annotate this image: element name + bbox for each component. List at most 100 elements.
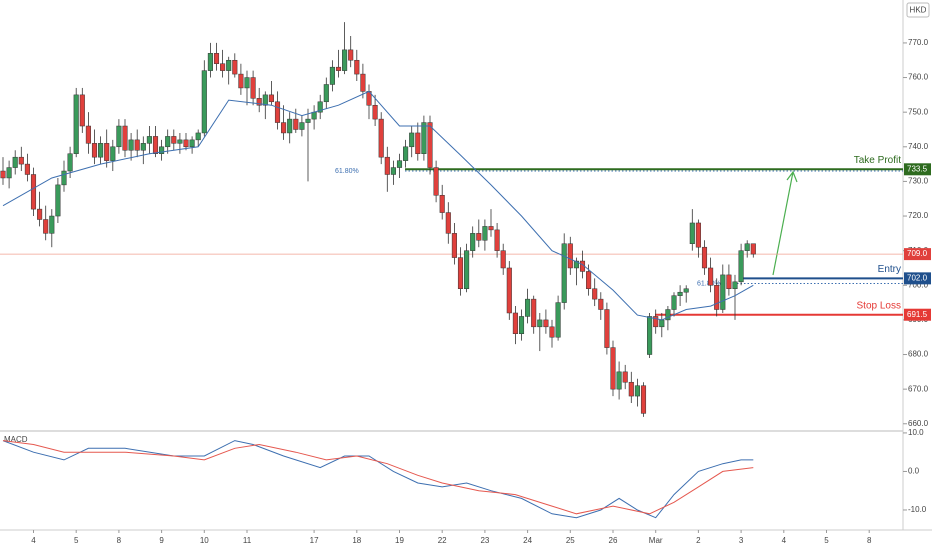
candle-body xyxy=(451,233,457,258)
candle-body xyxy=(457,257,464,289)
candle-body xyxy=(421,122,427,154)
candle-body xyxy=(732,281,738,289)
x-tick-label: 2 xyxy=(696,536,701,545)
candle-body xyxy=(616,371,622,390)
macd-line xyxy=(2,440,754,515)
candle-body xyxy=(354,59,360,75)
candle-body xyxy=(622,371,628,383)
candle-body xyxy=(604,309,610,348)
candle-body xyxy=(335,66,342,71)
candle-body xyxy=(18,156,24,165)
candle-body xyxy=(159,146,165,154)
candle-body xyxy=(189,139,195,148)
candle-body xyxy=(244,77,250,89)
candle-body xyxy=(104,143,110,161)
x-tick-label: 19 xyxy=(395,536,404,545)
candle-body xyxy=(183,139,189,148)
candle-body xyxy=(512,312,518,335)
candle-body xyxy=(140,143,146,151)
candle-body xyxy=(384,156,390,175)
y-tick-label: 660.0 xyxy=(908,419,929,428)
candle-body xyxy=(299,122,305,130)
candle-body xyxy=(500,250,506,269)
candle-body xyxy=(128,139,134,151)
candle-body xyxy=(586,271,592,289)
candle-body xyxy=(238,73,244,89)
candle-body xyxy=(653,316,659,328)
candle-body xyxy=(470,233,476,251)
x-tick-label: 23 xyxy=(480,536,489,545)
candle-body xyxy=(390,167,396,175)
candle-body xyxy=(91,143,98,158)
x-tick-label: 3 xyxy=(739,536,744,545)
candle-body xyxy=(396,160,403,168)
candle-body xyxy=(342,49,348,71)
candle-body xyxy=(250,77,256,99)
candle-body xyxy=(207,53,213,71)
candle-body xyxy=(274,101,281,123)
candle-body xyxy=(415,132,421,154)
candle-body xyxy=(201,70,207,134)
x-tick-label: 4 xyxy=(782,536,787,545)
candle-body xyxy=(73,94,79,154)
candle-body xyxy=(708,267,714,286)
candle-body xyxy=(738,250,744,283)
candle-body xyxy=(30,174,37,210)
candle-body xyxy=(37,208,43,220)
candle-body xyxy=(628,381,634,397)
candle-body xyxy=(701,246,708,269)
candle-body xyxy=(110,146,116,161)
candle-body xyxy=(592,288,598,300)
candle-body xyxy=(287,118,293,134)
candle-body xyxy=(49,215,55,234)
y-tick-label: 670.0 xyxy=(908,384,929,393)
candle-body xyxy=(98,143,104,158)
candle-body xyxy=(744,243,750,251)
candle-body xyxy=(488,226,494,231)
candle-body xyxy=(598,298,604,310)
candle-body xyxy=(403,146,409,161)
candle-body xyxy=(573,260,579,269)
level-value: 733.5 xyxy=(907,164,928,173)
level-box xyxy=(904,163,931,176)
candle-body xyxy=(262,94,268,106)
macd-y-tick-label: -10.0 xyxy=(908,505,927,514)
level-value: 702.0 xyxy=(907,273,928,282)
level-name: Stop Loss xyxy=(857,300,901,311)
level-name: Take Profit xyxy=(854,155,901,166)
macd-title: MACD xyxy=(4,435,28,444)
candle-body xyxy=(378,118,384,158)
candle-body xyxy=(220,63,226,71)
y-tick-label: 740.0 xyxy=(908,142,929,151)
candle-body xyxy=(177,139,183,144)
candle-body xyxy=(311,111,317,120)
moving-average xyxy=(2,90,754,321)
x-tick-label: 22 xyxy=(438,536,447,545)
currency: HKD xyxy=(910,6,927,15)
candle-body xyxy=(0,170,6,179)
candle-body xyxy=(695,222,701,248)
level-name: Entry xyxy=(878,264,901,275)
currency-box[interactable] xyxy=(906,2,930,18)
candle-body xyxy=(134,139,140,151)
candle-body xyxy=(305,118,311,123)
candle-body xyxy=(647,316,653,355)
candle-body xyxy=(116,125,122,148)
candle-body xyxy=(427,122,433,168)
x-tick-label: 5 xyxy=(824,536,829,545)
x-tick-label: 10 xyxy=(200,536,209,545)
x-tick-label: 8 xyxy=(117,536,122,545)
candle-body xyxy=(518,316,525,335)
candle-body xyxy=(213,53,220,64)
candle-body xyxy=(610,347,616,390)
macd-y-tick-label: 10.0 xyxy=(908,428,924,437)
y-tick-label: 700.0 xyxy=(908,280,929,289)
candle-body xyxy=(750,243,756,255)
candle-body xyxy=(567,243,573,269)
candle-body xyxy=(43,219,49,234)
candle-body xyxy=(348,49,354,61)
candle-body xyxy=(152,136,159,154)
x-tick-label: 4 xyxy=(31,536,36,545)
level-value: 691.5 xyxy=(907,310,928,319)
y-tick-label: 750.0 xyxy=(908,107,929,116)
